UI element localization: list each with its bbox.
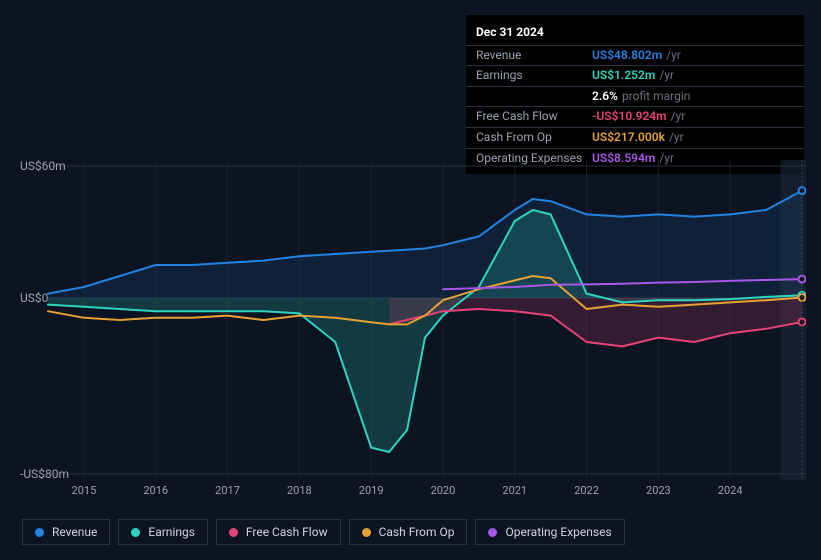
x-axis-label: 2022: [574, 484, 599, 497]
legend-item-free-cash-flow[interactable]: Free Cash Flow: [216, 519, 341, 545]
tooltip-row: 2.6%profit margin: [466, 86, 804, 107]
legend-label: Operating Expenses: [505, 525, 611, 539]
x-axis-label: 2019: [359, 484, 384, 497]
y-axis-label: -US$80m: [20, 467, 69, 481]
x-axis-label: 2018: [287, 484, 312, 497]
y-axis-label: US$0: [20, 291, 48, 305]
tooltip-row-unit: /yr: [669, 130, 684, 146]
chart-svg: [16, 160, 806, 480]
tooltip-row-label: Earnings: [476, 68, 592, 84]
tooltip-row-unit: profit margin: [622, 89, 690, 105]
tooltip-row-unit: /yr: [671, 109, 686, 125]
legend-item-earnings[interactable]: Earnings: [118, 519, 208, 545]
tooltip-row-unit: /yr: [659, 68, 674, 84]
y-axis-label: US$60m: [20, 159, 66, 173]
tooltip-date: Dec 31 2024: [466, 21, 804, 45]
x-axis-label: 2023: [646, 484, 671, 497]
legend-swatch: [488, 528, 497, 537]
legend-swatch: [131, 528, 140, 537]
x-axis-label: 2021: [502, 484, 527, 497]
tooltip-row-value: US$48.802m: [592, 48, 662, 64]
x-axis-label: 2020: [431, 484, 456, 497]
x-axis-label: 2016: [143, 484, 168, 497]
legend-label: Revenue: [52, 525, 97, 539]
tooltip-row-unit: /yr: [666, 48, 681, 64]
tooltip-row-value: US$217.000k: [592, 130, 665, 146]
legend-item-revenue[interactable]: Revenue: [22, 519, 110, 545]
legend-label: Cash From Op: [379, 525, 455, 539]
tooltip-row: Free Cash Flow-US$10.924m/yr: [466, 106, 804, 127]
tooltip-row-value: -US$10.924m: [592, 109, 667, 125]
chart-area[interactable]: US$60mUS$0-US$80m 2015201620172018201920…: [16, 160, 806, 480]
tooltip-row: EarningsUS$1.252m/yr: [466, 65, 804, 86]
x-axis-label: 2015: [72, 484, 97, 497]
legend-item-cash-from-op[interactable]: Cash From Op: [349, 519, 468, 545]
x-axis-label: 2024: [718, 484, 743, 497]
legend-swatch: [362, 528, 371, 537]
legend-item-operating-expenses[interactable]: Operating Expenses: [475, 519, 624, 545]
x-axis-label: 2017: [215, 484, 240, 497]
legend-swatch: [35, 528, 44, 537]
tooltip-row: RevenueUS$48.802m/yr: [466, 45, 804, 66]
legend-swatch: [229, 528, 238, 537]
tooltip-row-value: 2.6%: [592, 89, 618, 105]
tooltip-panel: Dec 31 2024 RevenueUS$48.802m/yrEarnings…: [466, 15, 804, 174]
legend-label: Earnings: [148, 525, 195, 539]
legend-label: Free Cash Flow: [246, 525, 328, 539]
tooltip-row-label: [476, 89, 592, 105]
legend: Revenue Earnings Free Cash Flow Cash From O…: [22, 519, 625, 545]
tooltip-row-label: Free Cash Flow: [476, 109, 592, 125]
tooltip-row: Cash From OpUS$217.000k/yr: [466, 127, 804, 148]
tooltip-row-label: Cash From Op: [476, 130, 592, 146]
tooltip-row-value: US$1.252m: [592, 68, 655, 84]
tooltip-row-label: Revenue: [476, 48, 592, 64]
